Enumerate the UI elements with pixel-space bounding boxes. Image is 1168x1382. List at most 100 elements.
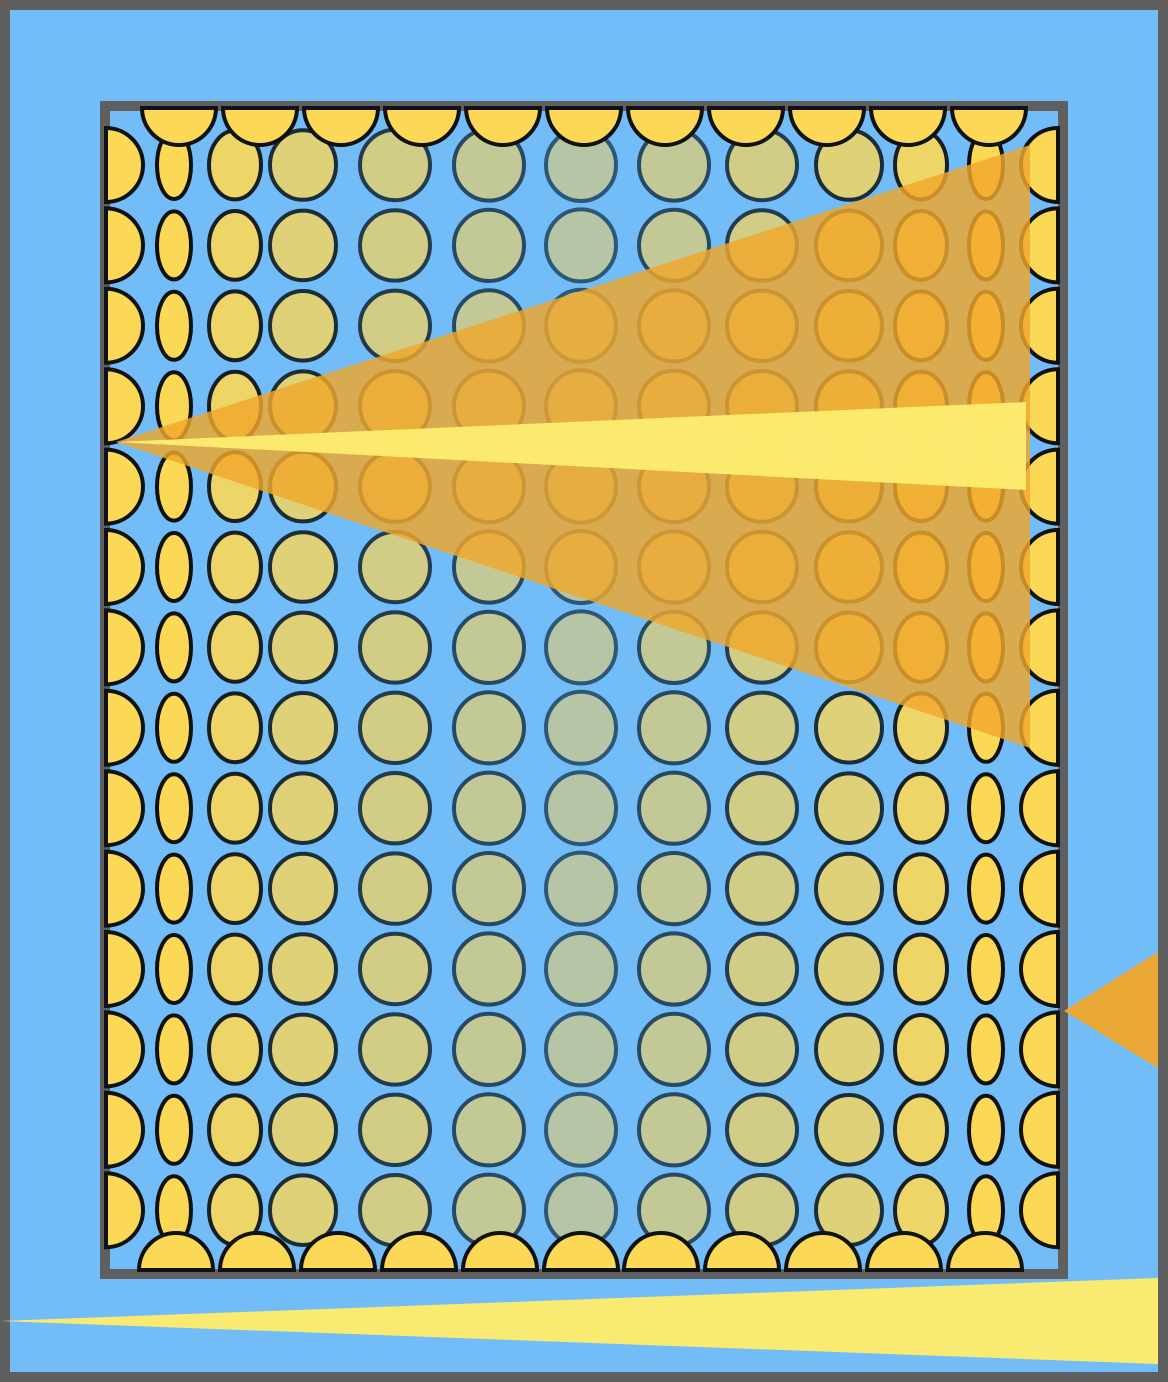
bubble-icon [725,690,799,765]
bubble-icon [298,1231,378,1272]
bubble-icon [625,106,705,147]
bubble-icon [621,1231,701,1272]
bubble-icon [217,1231,297,1272]
bubble-icon [544,609,618,686]
bubble-icon [268,530,338,604]
bubble-icon [544,850,618,927]
bubble-icon [155,1093,193,1166]
bubble-icon [358,851,432,926]
bubble-icon [207,771,263,845]
bubble-icon [544,106,624,147]
bubble-icon [1019,929,1060,1009]
bubble-icon [358,610,432,685]
bubble-icon [1019,1171,1060,1250]
bubble-icon [207,1093,263,1167]
bubble-icon [452,1011,526,1088]
bubble-icon [155,289,193,362]
bubble-icon [207,530,263,604]
bubble-icon [706,106,786,147]
bubble-icon [1019,769,1060,848]
bubble-icon [155,209,193,282]
bubble-icon [814,691,884,765]
bubble-icon [893,1093,949,1167]
bubble-icon [1019,1010,1060,1089]
bubble-icon [967,933,1005,1005]
bubble-icon [452,851,526,927]
bubble-icon [268,691,338,765]
bubble-icon [452,1092,526,1168]
bubble-icon [637,1092,711,1168]
bubble-icon [637,851,711,927]
bubble-icon [220,106,300,147]
bubble-icon [104,608,145,687]
bubble-icon [967,1093,1005,1166]
bubble-icon [637,770,711,846]
bubble-icon [814,771,884,846]
bubble-icon [268,851,338,926]
bubble-icon [868,106,948,147]
bubble-icon [725,851,799,926]
bubble-icon [814,1093,884,1167]
bubble-icon [544,207,618,284]
bubble-icon [268,1093,338,1167]
bubble-icon [155,772,193,845]
bubble-icon [893,1013,949,1086]
bubble-icon [268,1012,338,1087]
beams [0,145,1158,1364]
bubble-icon [637,690,711,766]
bubble-icon [104,447,145,526]
bubble-icon [268,289,338,363]
bubble-icon [207,209,263,282]
bubble-icon [301,106,381,147]
yellow-beam-bottom [0,1278,1158,1364]
bubble-icon [155,611,193,684]
bubble-icon [787,106,867,147]
bubble-icon [949,106,1029,147]
bubble-icon [967,1013,1005,1086]
bubble-icon [814,932,884,1006]
bubble-icon [702,1231,782,1272]
bubble-icon [155,933,193,1005]
bubble-icon [104,125,145,205]
bubble-icon [104,849,145,928]
bubble-icon [104,527,145,607]
bubble-icon [207,289,263,363]
bubble-icon [358,771,432,846]
bubble-icon [104,1090,145,1169]
bubble-icon [155,531,193,603]
bubble-icon [783,1231,863,1272]
bubble-icon [637,931,711,1007]
bubble-icon [460,1231,540,1272]
bubble-icon [452,207,526,283]
orange-beam-side [1064,952,1158,1068]
bubble-icon [945,1231,1025,1272]
bubble-icon [452,690,526,766]
bubble-icon [139,106,219,147]
bubble-icon [967,772,1005,845]
bubble-icon [104,1171,145,1250]
bubble-icon [893,771,949,845]
bubble-icon [207,1013,263,1086]
bubble-icon [104,688,145,767]
bubble-icon [358,931,432,1007]
bubble-icon [136,1231,216,1272]
bubble-icon [104,1010,145,1089]
bubble-icon [104,367,145,446]
bubble-icon [544,1091,618,1168]
bubble-icon [893,852,949,925]
bubble-icon [268,128,338,202]
bubble-icon [207,611,263,684]
bubble-icon [814,851,884,926]
bubble-icon [104,286,145,365]
bubble-icon [725,931,799,1007]
bubble-icon [104,206,145,285]
bubble-icon [207,691,263,765]
bubble-icon [358,208,432,283]
bubble-icon [155,852,193,925]
bubble-icon [358,1092,432,1168]
bubble-icon [725,1012,799,1087]
bubble-icon [1019,1090,1060,1169]
bubble-icon [544,931,618,1007]
